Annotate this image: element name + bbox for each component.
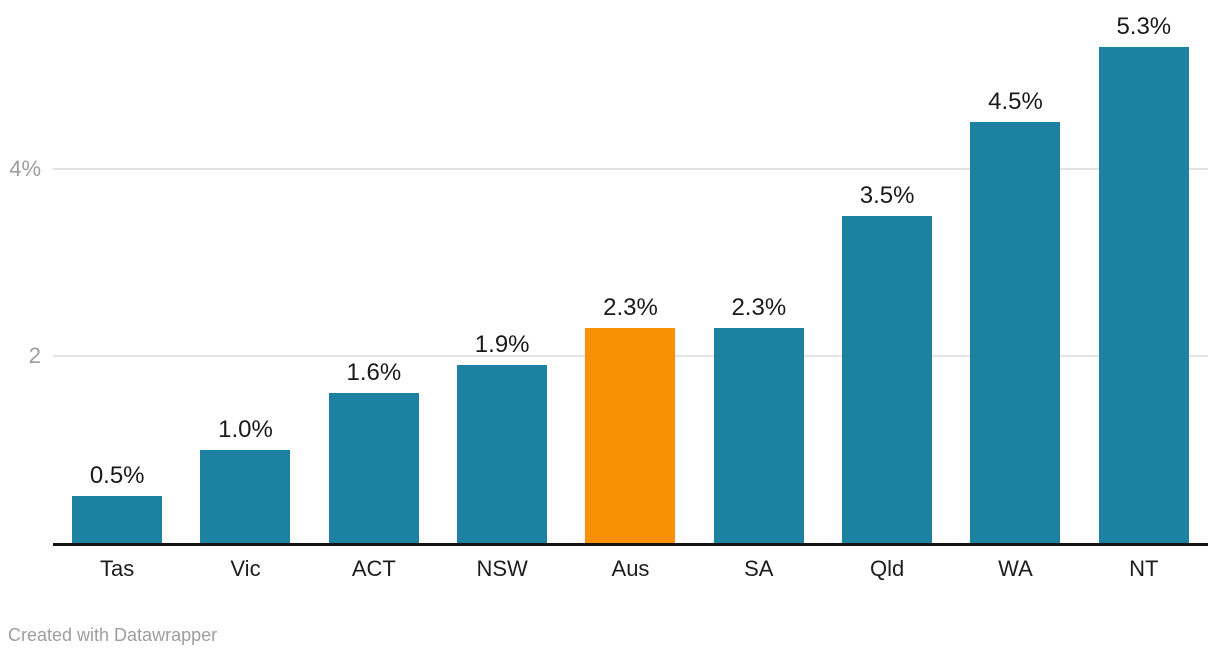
bar-value-label: 1.9% bbox=[474, 331, 530, 359]
x-axis-label: Qld bbox=[870, 556, 905, 581]
bar-value-label: 4.5% bbox=[988, 88, 1043, 116]
bar-column: 4.5% bbox=[951, 0, 1079, 543]
y-axis-tick-label: 4% bbox=[9, 156, 41, 181]
bar[interactable] bbox=[72, 496, 163, 543]
bar-column: 5.3% bbox=[1080, 0, 1208, 543]
bar-column: 2.3% bbox=[566, 0, 694, 543]
bar[interactable] bbox=[970, 122, 1061, 543]
x-axis-line bbox=[53, 543, 1208, 546]
x-axis-label: NT bbox=[1129, 556, 1159, 581]
bar[interactable] bbox=[585, 327, 676, 543]
bar-column: 1.0% bbox=[181, 0, 309, 543]
bar[interactable] bbox=[328, 393, 419, 543]
bar[interactable] bbox=[200, 449, 291, 543]
x-axis-label: Tas bbox=[100, 556, 135, 581]
x-axis-label: ACT bbox=[351, 556, 396, 581]
x-axis-label: NSW bbox=[476, 556, 528, 581]
bar-column: 1.9% bbox=[438, 0, 566, 543]
bar-column: 3.5% bbox=[823, 0, 951, 543]
bars-row: 0.5% 1.0% 1.6% 1.9% 2.3% 2.3% 3.5% 4.5% 5.3% bbox=[53, 0, 1208, 543]
bar-column: 2.3% bbox=[695, 0, 823, 543]
x-axis-label: SA bbox=[744, 556, 774, 581]
bar-column: 0.5% bbox=[53, 0, 181, 543]
bar-value-label: 3.5% bbox=[859, 181, 915, 209]
x-axis-label: Aus bbox=[611, 556, 650, 581]
bar-value-label: 2.3% bbox=[731, 293, 787, 321]
bar-value-label: 2.3% bbox=[603, 293, 658, 321]
gridline bbox=[53, 168, 1208, 170]
bar[interactable] bbox=[713, 327, 804, 543]
bar-value-label: 1.0% bbox=[218, 415, 273, 443]
x-axis-label: WA bbox=[998, 556, 1033, 581]
bar-value-label: 0.5% bbox=[89, 462, 145, 490]
datawrapper-attribution-link[interactable]: Created with Datawrapper bbox=[8, 625, 218, 645]
y-axis-tick-label: 2 bbox=[28, 343, 41, 368]
x-axis-label: Vic bbox=[230, 556, 261, 581]
bar-column: 1.6% bbox=[310, 0, 438, 543]
bar[interactable] bbox=[842, 215, 933, 543]
plot-area: 2 4% 0.5% 1.0% 1.6% 1.9% 2.3% 2.3% 3.5% 4.5% 5.3%… bbox=[9, 0, 1208, 581]
bar[interactable] bbox=[457, 365, 548, 543]
bar[interactable] bbox=[1098, 47, 1189, 543]
x-axis-labels: Tas Vic ACT NSW Aus SA Qld WA NT bbox=[53, 557, 1208, 581]
bar-value-label: 5.3% bbox=[1116, 13, 1172, 41]
bar-value-label: 1.6% bbox=[346, 359, 402, 387]
